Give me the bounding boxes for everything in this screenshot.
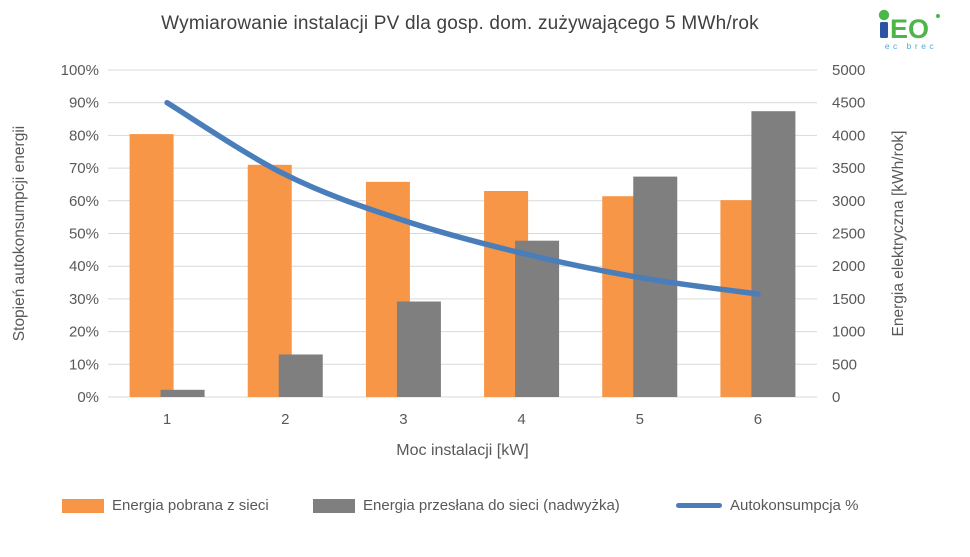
chart-legend: Energia pobrana z sieci Energia przesłan…: [0, 497, 970, 519]
y-right-tick-label: 1000: [832, 324, 865, 341]
y-right-axis-title: Energia elektryczna [kWh/rok]: [890, 131, 907, 337]
bar-series2-cat1: [160, 389, 205, 397]
legend-item-energia-przeslana: Energia przesłana do sieci (nadwyżka): [313, 497, 620, 514]
y-left-tick-label: 0%: [77, 389, 99, 406]
y-left-axis-title: Stopień autokonsumpcji energii: [11, 126, 28, 341]
chart-title: Wymiarowanie instalacji PV dla gosp. dom…: [161, 13, 759, 34]
bar-series2-cat6: [751, 111, 796, 398]
x-tick-label: 1: [163, 411, 171, 428]
logo-i-dot-icon: [878, 9, 890, 21]
bar-series2-cat5: [633, 176, 678, 397]
bar-series2-cat2: [278, 354, 323, 397]
legend-swatch-gray-bar: [313, 498, 355, 513]
logo-subtext: ec brec: [885, 41, 937, 51]
bar-series2-cat4: [515, 240, 560, 397]
legend-swatch-blue-line: [676, 503, 722, 508]
autokonsumpcja-line: [164, 99, 761, 297]
y-right-tick-label: 500: [832, 356, 857, 373]
bar-series2-cat3: [396, 301, 441, 397]
y-right-tick-label: 0: [832, 389, 840, 406]
ieo-logo: EO ec brec: [878, 9, 940, 51]
y-left-tick-label: 100%: [61, 62, 99, 79]
chart-svg: 0% 10% 20% 30% 40% 50% 60% 70% 80% 90% 100% 0 500 100…: [11, 62, 907, 459]
y-left-tick-label: 60%: [69, 193, 99, 210]
y-right-tick-label: 3500: [832, 160, 865, 177]
legend-label-energia-przeslana: Energia przesłana do sieci (nadwyżka): [363, 497, 620, 514]
y-right-tick-label: 2000: [832, 258, 865, 275]
logo-eo-text: EO: [890, 14, 929, 44]
y-right-tick-label: 4000: [832, 127, 865, 144]
y-left-tick-label: 80%: [69, 127, 99, 144]
legend-label-autokonsumpcja: Autokonsumpcja %: [730, 497, 859, 514]
x-tick-label: 2: [281, 411, 289, 428]
y-right-tick-label: 5000: [832, 62, 865, 79]
y-left-tick-label: 40%: [69, 258, 99, 275]
y-left-tick-label: 70%: [69, 160, 99, 177]
y-left-tick-label: 50%: [69, 226, 99, 243]
y-right-tick-label: 1500: [832, 291, 865, 308]
x-tick-label: 3: [399, 411, 407, 428]
y-right-tick-label: 2500: [832, 226, 865, 243]
y-left-tick-label: 30%: [69, 291, 99, 308]
x-tick-label: 6: [754, 411, 762, 428]
y-right-tick-label: 4500: [832, 95, 865, 112]
legend-swatch-orange-bar: [62, 498, 104, 513]
legend-label-energia-pobrana: Energia pobrana z sieci: [112, 497, 269, 514]
legend-item-autokonsumpcja: Autokonsumpcja %: [676, 497, 858, 514]
y-left-tick-label: 10%: [69, 356, 99, 373]
y-left-tick-label: 90%: [69, 95, 99, 112]
y-right-tick-label: 3000: [832, 193, 865, 210]
legend-item-energia-pobrana: Energia pobrana z sieci: [62, 497, 269, 514]
x-tick-label: 4: [517, 411, 525, 428]
logo-trademark-dot-icon: [936, 14, 940, 18]
x-tick-label: 5: [636, 411, 644, 428]
logo-i-stem: [880, 22, 888, 38]
y-left-tick-label: 20%: [69, 324, 99, 341]
x-axis-title: Moc instalacji [kW]: [396, 442, 528, 459]
bar-series1-cat1: [129, 134, 174, 398]
